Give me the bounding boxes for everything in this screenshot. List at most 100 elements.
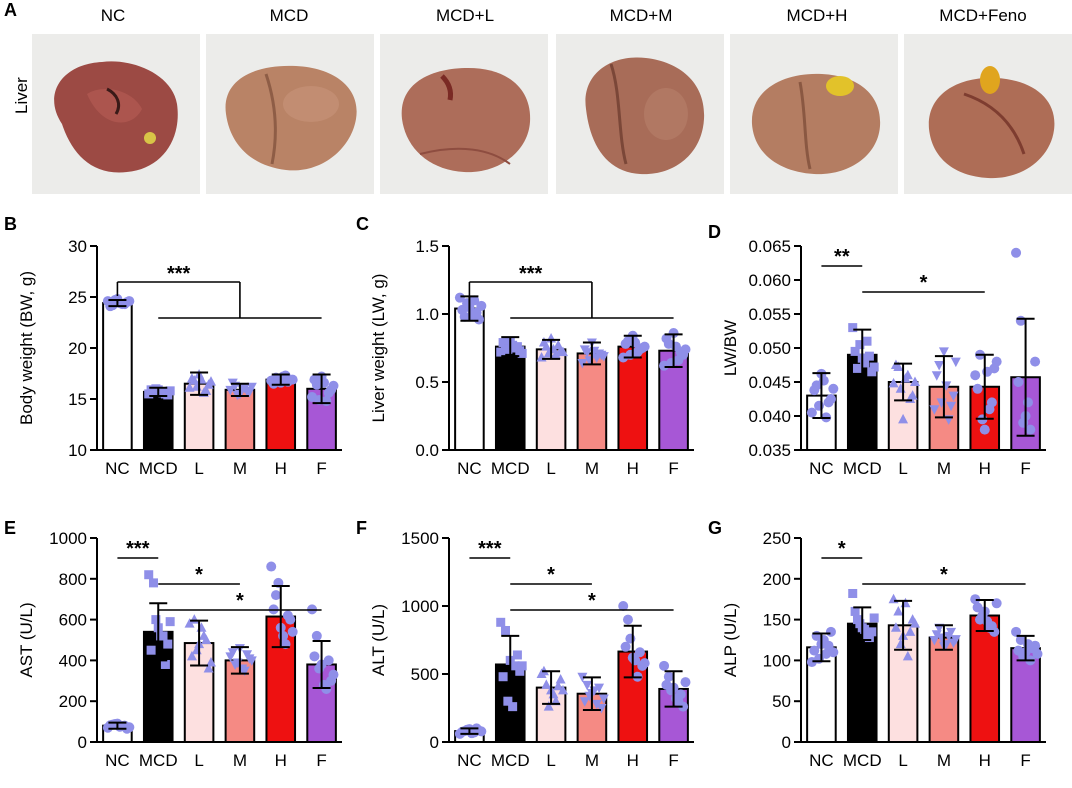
data-point <box>311 630 322 641</box>
data-point <box>809 385 820 396</box>
x-tick-label: M <box>937 459 951 478</box>
x-tick-label: MCD <box>139 751 178 770</box>
data-point <box>246 656 257 666</box>
data-point <box>579 345 590 355</box>
data-point <box>991 356 1002 367</box>
data-point <box>663 671 674 682</box>
data-point <box>680 344 691 355</box>
data-point <box>151 384 161 394</box>
data-point <box>902 650 913 661</box>
x-tick-label: MCD <box>491 459 530 478</box>
data-point <box>266 561 277 572</box>
data-point <box>675 689 686 700</box>
data-point <box>864 633 874 643</box>
data-point <box>1018 417 1029 428</box>
data-point <box>909 376 920 386</box>
data-point <box>508 340 518 350</box>
data-point <box>201 385 212 395</box>
liver-photo-nc <box>32 34 200 194</box>
data-point <box>498 672 508 682</box>
x-tick-label: H <box>627 459 639 478</box>
data-point <box>1015 315 1026 326</box>
sig-label: * <box>588 590 596 612</box>
bar-nc <box>102 302 133 452</box>
sig-label: * <box>236 590 244 612</box>
data-point <box>146 385 156 395</box>
data-point <box>496 347 506 357</box>
data-point <box>948 391 959 402</box>
data-point <box>890 622 901 632</box>
data-point <box>148 578 158 588</box>
bar-l <box>535 348 567 451</box>
y-tick-label: 1.5 <box>415 237 439 256</box>
x-tick-label: L <box>194 751 203 770</box>
chart-body-weight: 10 15 20 25 30 Body weight (BW, g) NC MCD L M H F **… <box>12 224 357 494</box>
data-point <box>867 367 877 377</box>
data-point <box>270 590 281 601</box>
x-tick-label: H <box>979 459 991 478</box>
data-point <box>287 374 298 385</box>
sig-label: *** <box>519 263 543 285</box>
data-point <box>970 594 981 605</box>
bar-m <box>224 388 256 452</box>
sig-label: *** <box>167 263 191 285</box>
sig-label: * <box>940 564 948 586</box>
y-tick-label: 200 <box>59 692 87 711</box>
data-point <box>246 382 257 393</box>
y-tick-label: 10 <box>68 441 87 460</box>
sig-label: *** <box>478 538 502 560</box>
x-tick-label: F <box>316 751 326 770</box>
data-point <box>909 618 920 628</box>
data-point <box>898 413 909 424</box>
data-point <box>1011 247 1022 258</box>
data-point <box>579 697 590 707</box>
data-point <box>328 669 339 680</box>
data-point <box>156 631 166 641</box>
data-point <box>156 387 166 397</box>
bar-m <box>928 636 960 743</box>
panel-f-label: F <box>356 518 367 538</box>
data-point <box>634 647 645 658</box>
x-tick-label: F <box>668 751 678 770</box>
data-point <box>500 625 510 635</box>
data-point <box>950 635 961 645</box>
x-tick-label: L <box>546 751 555 770</box>
data-point <box>850 346 860 356</box>
panel-a-label: A <box>4 0 17 20</box>
chart-svg: 0.035 0.040 0.045 0.050 0.055 0.060 0.065 LW/BW… <box>721 237 1046 478</box>
y-tick-label: 800 <box>59 570 87 589</box>
y-tick-label: 1000 <box>49 529 87 548</box>
x-tick-label: M <box>585 459 599 478</box>
data-point <box>869 613 879 623</box>
group-label-mcd-m: MCD+M <box>609 6 673 25</box>
x-tick-label: H <box>275 751 287 770</box>
data-point <box>598 352 609 362</box>
chart-svg: 10 15 20 25 30 Body weight (BW, g) NC MCD L M H F **… <box>17 237 342 478</box>
data-point <box>905 626 916 636</box>
data-point <box>991 598 1002 609</box>
data-point <box>852 363 862 373</box>
data-point <box>893 605 904 616</box>
data-point <box>931 630 942 640</box>
data-point <box>986 397 997 408</box>
data-point <box>282 610 293 621</box>
data-point <box>618 601 629 611</box>
data-point <box>454 292 465 303</box>
bar-mcd <box>142 390 174 451</box>
y-tick-label: 0 <box>782 733 791 752</box>
data-point <box>979 424 990 435</box>
data-point <box>476 300 487 311</box>
x-tick-label: L <box>898 751 907 770</box>
x-tick-label: NC <box>457 751 482 770</box>
data-point <box>503 344 513 354</box>
data-point <box>205 376 216 386</box>
data-point <box>625 633 636 644</box>
data-point <box>825 626 836 637</box>
x-tick-label: F <box>1020 459 1030 478</box>
data-point <box>848 323 858 333</box>
y-tick-label: 0.035 <box>748 441 791 460</box>
data-point <box>1022 397 1033 408</box>
bar-l <box>183 382 215 451</box>
data-point <box>541 679 552 689</box>
